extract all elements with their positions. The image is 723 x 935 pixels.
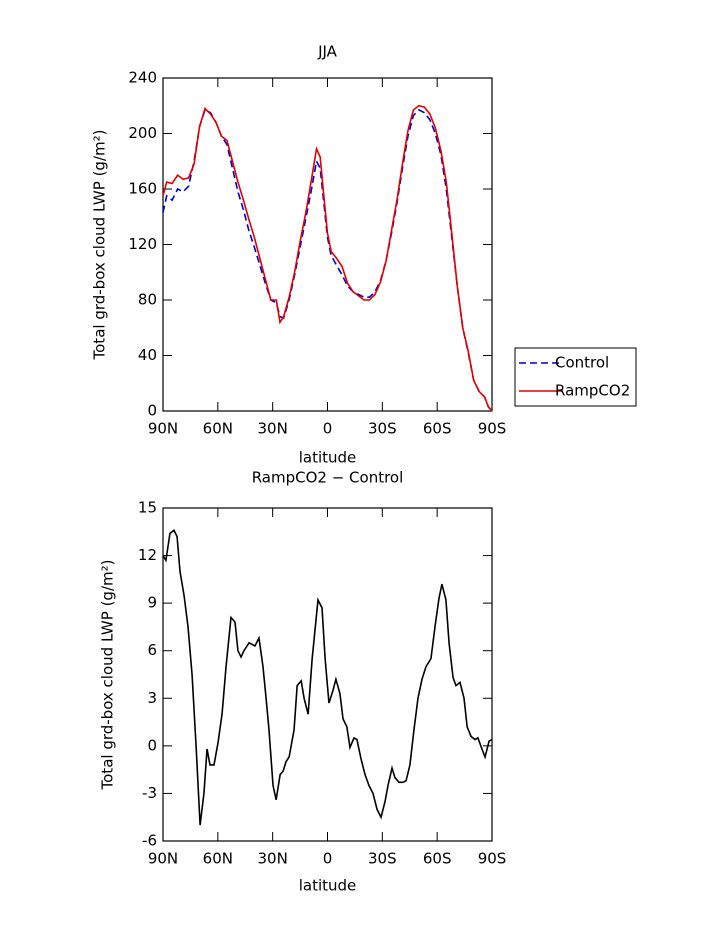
legend-label: Control — [555, 354, 609, 372]
x-tick-label: 0 — [323, 850, 333, 868]
y-tick-label: 6 — [147, 641, 157, 659]
y-axis-label: Total grd-box cloud LWP (g/m²) — [91, 130, 109, 361]
y-tick-label: 0 — [147, 402, 157, 420]
x-tick-label: 90N — [148, 850, 178, 868]
data-line — [162, 104, 493, 412]
y-tick-label: 80 — [138, 291, 157, 309]
data-line — [162, 108, 493, 412]
x-axis-label: latitude — [299, 449, 357, 467]
y-tick-label: 120 — [128, 235, 157, 253]
plot-frame — [162, 77, 493, 412]
x-tick-label: 0 — [323, 420, 333, 438]
y-tick-label: -6 — [142, 832, 157, 850]
x-tick-label: 60N — [203, 420, 233, 438]
y-tick-label: 160 — [128, 180, 157, 198]
y-tick-label: 240 — [128, 69, 157, 87]
x-tick-label: 30S — [368, 420, 397, 438]
y-tick-label: 40 — [138, 346, 157, 364]
x-tick-label: 90S — [478, 420, 507, 438]
legend-box — [514, 347, 637, 407]
x-tick-label: 30S — [368, 850, 397, 868]
plot-frame — [162, 507, 493, 842]
chart-title: JJA — [317, 43, 338, 61]
y-axis-label: Total grd-box cloud LWP (g/m²) — [99, 560, 117, 791]
y-tick-label: -3 — [142, 784, 157, 802]
chart-title: RampCO2 − Control — [252, 469, 404, 487]
data-line — [162, 528, 493, 826]
x-tick-label: 90N — [148, 420, 178, 438]
x-tick-label: 60S — [423, 420, 452, 438]
legend-label: RampCO2 — [555, 382, 630, 400]
x-axis-label: latitude — [299, 877, 357, 895]
y-tick-label: 9 — [147, 594, 157, 612]
y-tick-label: 3 — [147, 689, 157, 707]
x-tick-label: 30N — [258, 420, 288, 438]
y-tick-label: 200 — [128, 124, 157, 142]
y-tick-label: 0 — [147, 736, 157, 754]
x-tick-label: 60S — [423, 850, 452, 868]
y-tick-label: 12 — [138, 546, 157, 564]
y-tick-label: 15 — [138, 499, 157, 517]
x-tick-label: 90S — [478, 850, 507, 868]
x-tick-label: 30N — [258, 850, 288, 868]
x-tick-label: 60N — [203, 850, 233, 868]
